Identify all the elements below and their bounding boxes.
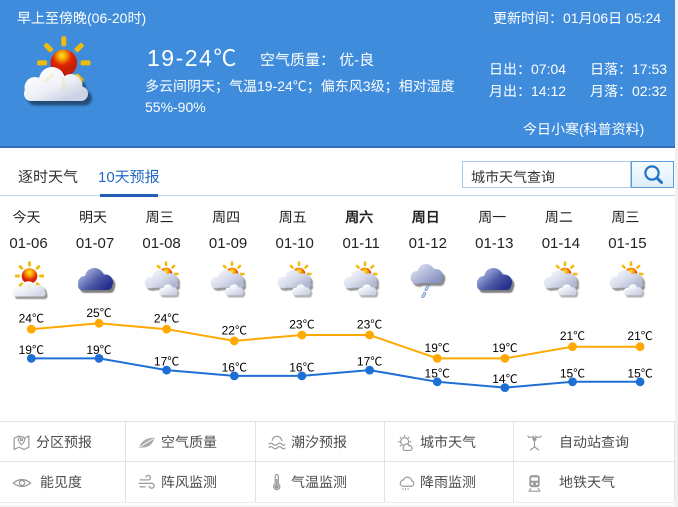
svg-text:14℃: 14℃ xyxy=(492,372,517,386)
svg-text:19℃: 19℃ xyxy=(425,341,450,355)
svg-text:15℃: 15℃ xyxy=(425,366,450,380)
svg-text:15℃: 15℃ xyxy=(560,366,585,380)
svg-text:21℃: 21℃ xyxy=(627,329,652,343)
svg-text:24℃: 24℃ xyxy=(154,312,179,326)
svg-text:19℃: 19℃ xyxy=(86,343,111,357)
svg-text:16℃: 16℃ xyxy=(289,360,314,374)
svg-text:19℃: 19℃ xyxy=(492,341,517,355)
svg-text:16℃: 16℃ xyxy=(222,360,247,374)
svg-text:23℃: 23℃ xyxy=(289,318,314,332)
svg-text:17℃: 17℃ xyxy=(357,355,382,369)
svg-text:23℃: 23℃ xyxy=(357,318,382,332)
svg-text:22℃: 22℃ xyxy=(222,323,247,337)
svg-text:15℃: 15℃ xyxy=(627,366,652,380)
svg-text:21℃: 21℃ xyxy=(560,329,585,343)
svg-text:25℃: 25℃ xyxy=(86,306,111,320)
svg-text:19℃: 19℃ xyxy=(19,343,44,357)
svg-text:24℃: 24℃ xyxy=(19,312,44,326)
svg-text:17℃: 17℃ xyxy=(154,355,179,369)
